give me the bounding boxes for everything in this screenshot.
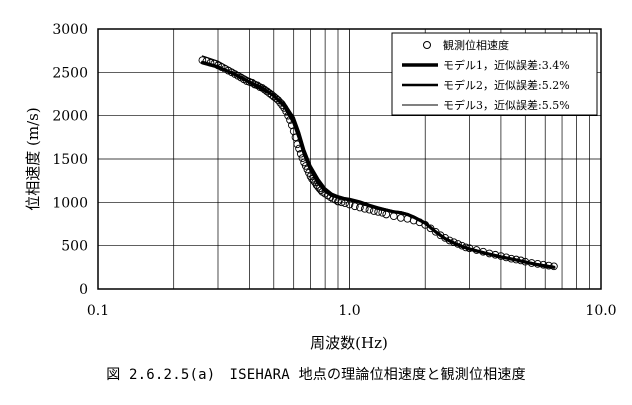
- x-tick-label: 0.1: [87, 303, 109, 319]
- y-tick-label: 1000: [52, 195, 88, 211]
- x-axis-label: 周波数(Hz): [310, 334, 388, 352]
- y-tick-label: 500: [61, 239, 88, 255]
- y-tick-label: 2000: [52, 109, 88, 125]
- observed-point: [436, 231, 445, 240]
- legend-label-model3: モデル3，近似誤差:5.5%: [443, 98, 570, 112]
- legend-label-observed: 観測位相速度: [443, 38, 509, 52]
- y-tick-label: 3000: [52, 22, 88, 38]
- figure-caption: 図 2.6.2.5(a) ISEHARA 地点の理論位相速度と観測位相速度: [106, 367, 526, 383]
- legend-label-model1: モデル1，近似誤差:3.4%: [443, 58, 570, 72]
- series-line-model3: [201, 55, 555, 268]
- y-tick-label: 2500: [52, 65, 88, 81]
- series-layer: [198, 55, 558, 271]
- y-axis-label: 位相速度 (m/s): [24, 107, 42, 210]
- y-tick-label: 0: [79, 282, 88, 298]
- legend: 観測位相速度 モデル1，近似誤差:3.4% モデル2，近似誤差:5.2% モデル…: [391, 32, 598, 116]
- y-tick-label: 1500: [52, 152, 88, 168]
- x-tick-label: 1.0: [338, 303, 360, 319]
- legend-label-model2: モデル2，近似誤差:5.2%: [443, 78, 570, 92]
- observed-point: [356, 203, 364, 212]
- x-tick-label: 10.0: [585, 303, 616, 319]
- tick-labels: 0 500 1000 1500 2000 2500 3000 0.1 1.0 10.0: [52, 22, 616, 319]
- legend-marker-observed: [423, 41, 431, 49]
- observed-point: [350, 202, 359, 211]
